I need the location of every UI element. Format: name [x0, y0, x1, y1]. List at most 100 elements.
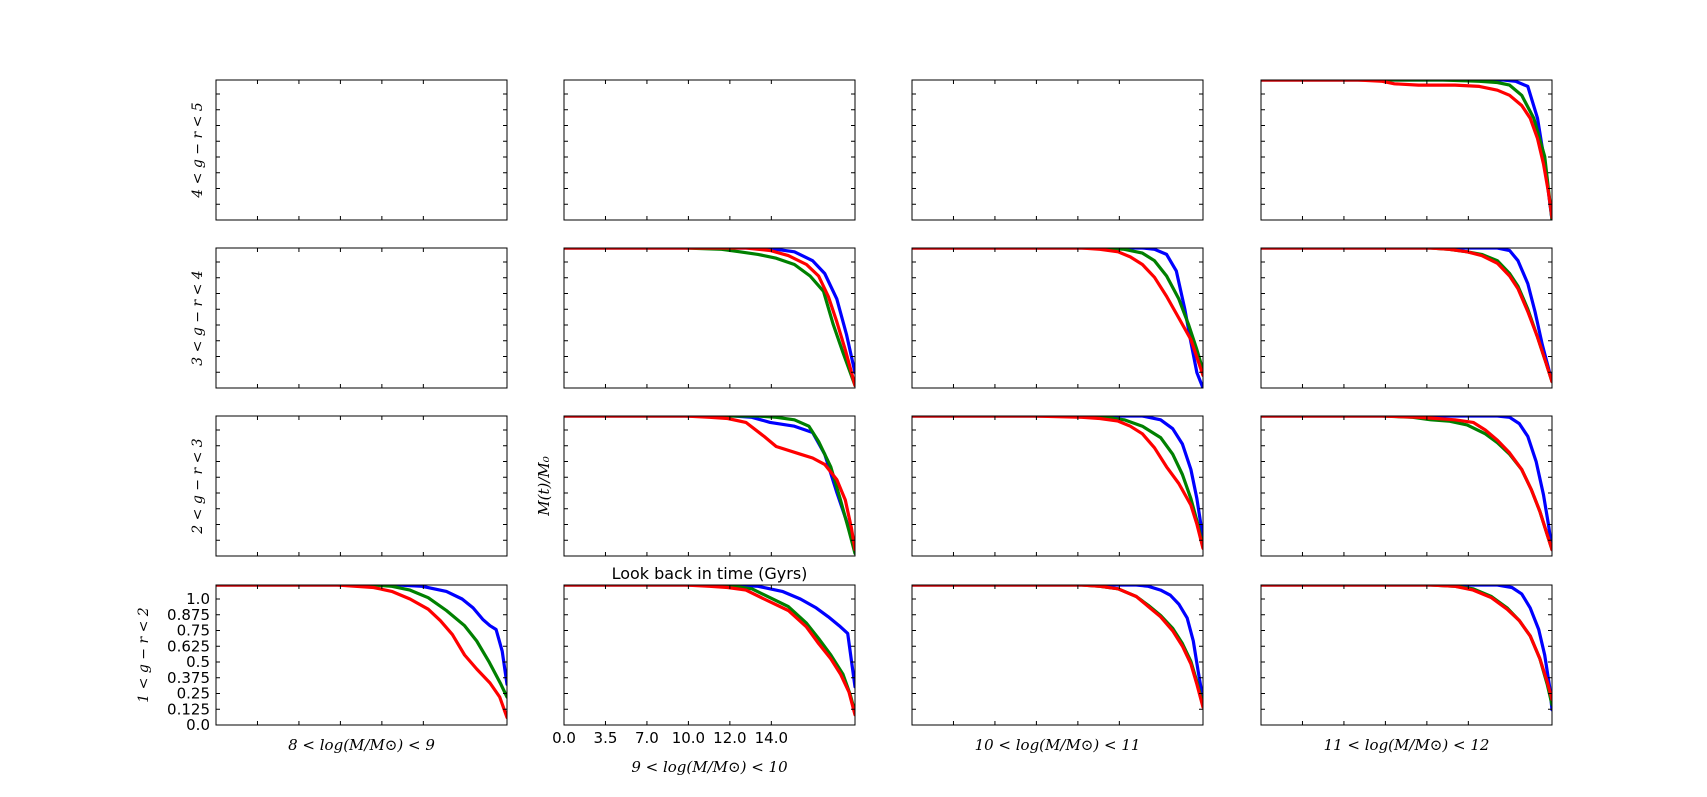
series-line-red	[912, 585, 1203, 709]
series-line-green	[912, 585, 1203, 707]
panel-frame	[563, 415, 856, 557]
y-tick-label: 0.75	[177, 622, 210, 640]
panel-series	[912, 585, 1203, 709]
panel-frame	[1260, 79, 1553, 221]
panel-r0-c2	[911, 79, 1204, 221]
series-line-green	[912, 416, 1203, 549]
panel-r2-c3	[1260, 415, 1553, 557]
series-line-red	[564, 248, 855, 388]
series-line-blue	[1261, 80, 1552, 220]
row-label: 3 < g − r < 4	[190, 270, 206, 365]
series-line-blue	[564, 416, 855, 548]
panel-frame	[563, 247, 856, 389]
y-tick-label: 1.0	[186, 590, 210, 608]
panel-series	[1261, 248, 1552, 384]
series-line-red	[564, 416, 855, 552]
series-line-red	[1261, 248, 1552, 384]
panel-frame	[215, 247, 508, 389]
panel-frame	[563, 79, 856, 221]
panel-series	[564, 585, 855, 717]
series-line-blue	[216, 585, 507, 686]
x-tick-label: 14.0	[755, 729, 788, 747]
panel-series	[1261, 80, 1552, 220]
panel-frame	[215, 415, 508, 557]
y-tick-label: 0.25	[177, 685, 210, 703]
series-line-green	[1261, 416, 1552, 552]
panel-r3-c2	[911, 584, 1204, 726]
panel-frame	[563, 584, 856, 726]
panel-r1-c1	[563, 247, 856, 389]
panel-r1-c3	[1260, 247, 1553, 389]
panel-series	[564, 248, 855, 388]
series-line-green	[1261, 248, 1552, 384]
row-label: 4 < g − r < 5	[190, 102, 206, 198]
y-tick-label: 0.625	[167, 637, 210, 655]
series-line-blue	[564, 585, 855, 689]
panel-frame	[1260, 415, 1553, 557]
series-line-red	[1261, 585, 1552, 702]
series-line-green	[1261, 585, 1552, 707]
panel-frame	[911, 79, 1204, 221]
panel-r0-c1	[563, 79, 856, 221]
panel-r2-c2	[911, 415, 1204, 557]
panel-r3-c0	[215, 584, 508, 726]
series-line-blue	[912, 248, 1203, 388]
series-line-red	[1261, 80, 1552, 220]
panel-series	[1261, 416, 1552, 552]
y-tick-label: 0.875	[167, 606, 210, 624]
series-line-green	[564, 585, 855, 714]
panel-r2-c1	[563, 415, 856, 557]
panel-r3-c1	[563, 584, 856, 726]
panel-frame	[1260, 247, 1553, 389]
x-tick-label: 12.0	[713, 729, 746, 747]
series-line-red	[1261, 416, 1552, 552]
x-tick-label: 10.0	[672, 729, 705, 747]
panel-frame	[911, 247, 1204, 389]
y-tick-label: 0.5	[186, 653, 210, 671]
panel-series	[564, 416, 855, 556]
figure-ylabel: M(t)/M₀	[535, 456, 553, 517]
panel-r3-c3	[1260, 584, 1553, 726]
series-line-blue	[1261, 248, 1552, 384]
row-label: 2 < g − r < 3	[190, 438, 206, 534]
series-line-green	[564, 416, 855, 556]
series-line-blue	[912, 416, 1203, 540]
col-label: 10 < log(M/M⊙) < 11	[975, 736, 1141, 754]
panel-r1-c2	[911, 247, 1204, 389]
panel-r2-c0	[215, 415, 508, 557]
panel-r0-c3	[1260, 79, 1553, 221]
row-label: 1 < g − r < 2	[136, 607, 152, 702]
panel-frame	[911, 415, 1204, 557]
col-label: 8 < log(M/M⊙) < 9	[288, 736, 435, 754]
panel-series	[1261, 585, 1552, 712]
series-line-red	[216, 585, 507, 720]
panel-series	[216, 585, 507, 720]
panel-frame	[911, 584, 1204, 726]
x-tick-label: 7.0	[635, 729, 659, 747]
panel-r1-c0	[215, 247, 508, 389]
series-line-green	[912, 248, 1203, 372]
panel-frame	[215, 584, 508, 726]
y-tick-label: 0.125	[167, 700, 210, 718]
y-tick-label: 0.0	[186, 716, 210, 734]
series-line-red	[912, 416, 1203, 551]
panel-series	[912, 416, 1203, 551]
y-tick-label: 0.375	[167, 669, 210, 687]
series-line-green	[1261, 80, 1552, 220]
figure-xlabel: Look back in time (Gyrs)	[612, 564, 808, 583]
series-line-red	[912, 248, 1203, 377]
panel-r0-c0	[215, 79, 508, 221]
col-label: 9 < log(M/M⊙) < 10	[631, 758, 788, 776]
series-line-red	[564, 585, 855, 717]
series-line-blue	[564, 248, 855, 375]
series-line-blue	[912, 585, 1203, 702]
x-tick-label: 3.5	[594, 729, 618, 747]
x-tick-label: 0.0	[552, 729, 576, 747]
series-line-blue	[1261, 585, 1552, 712]
panel-frame	[215, 79, 508, 221]
panel-frame	[1260, 584, 1553, 726]
col-label: 11 < log(M/M⊙) < 12	[1324, 736, 1490, 754]
series-line-blue	[1261, 416, 1552, 552]
panel-series	[912, 248, 1203, 388]
